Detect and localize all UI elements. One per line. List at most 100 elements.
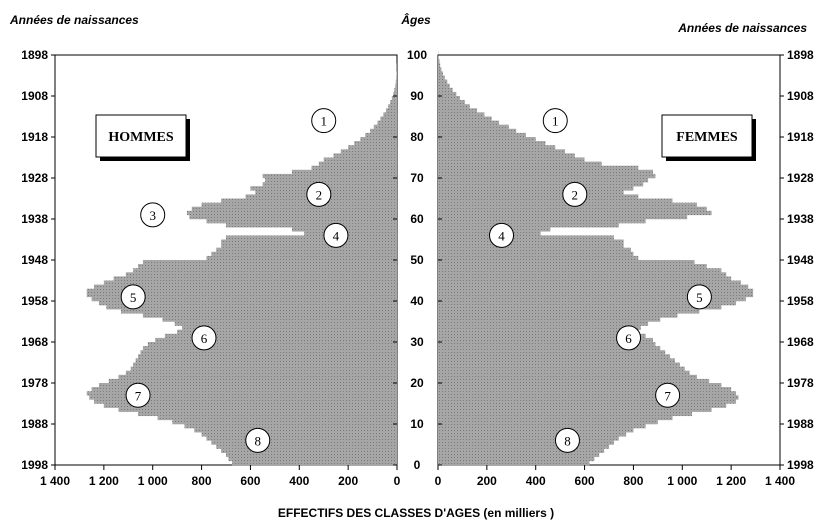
bar-female-age-53 xyxy=(438,243,624,248)
year-tick-label-right: 1978 xyxy=(787,376,814,390)
year-tick-label-right: 1958 xyxy=(787,294,814,308)
bar-female-age-24 xyxy=(438,362,680,367)
bar-male-age-61 xyxy=(186,210,397,216)
bar-female-age-55 xyxy=(438,235,614,240)
year-tick-label-left: 1898 xyxy=(21,48,48,62)
x-tick-label-right: 400 xyxy=(526,474,546,488)
bar-female-age-51 xyxy=(438,251,634,257)
year-tick-label-left: 1928 xyxy=(21,171,48,185)
bar-female-age-74 xyxy=(438,157,585,162)
bar-male-age-60 xyxy=(189,214,397,220)
bar-male-age-40 xyxy=(91,296,398,302)
bar-male-age-9 xyxy=(184,424,397,429)
bar-male-age-63 xyxy=(201,202,397,207)
bar-female-age-36 xyxy=(438,313,678,318)
bar-male-age-30 xyxy=(155,337,397,343)
age-tick-label: 90 xyxy=(410,89,424,103)
bar-male-age-35 xyxy=(162,317,397,322)
annotation-circle-male-4 xyxy=(323,222,349,248)
annotation-circle-female-2 xyxy=(562,181,588,207)
year-tick-label-right: 1998 xyxy=(787,458,814,472)
bar-male-age-5 xyxy=(211,440,397,445)
year-tick-label-left: 1918 xyxy=(21,130,48,144)
bar-female-age-39 xyxy=(438,301,737,306)
bar-male-age-43 xyxy=(94,284,397,289)
bar-male-age-70 xyxy=(262,173,397,179)
bar-male-age-72 xyxy=(311,165,397,171)
bar-male-age-91 xyxy=(394,87,397,93)
bar-male-age-28 xyxy=(142,346,397,351)
bar-female-age-75 xyxy=(438,153,575,158)
bar-female-age-18 xyxy=(438,387,732,392)
female-bars xyxy=(438,50,754,466)
annotation-circle-female-1 xyxy=(542,108,568,134)
bar-female-age-62 xyxy=(438,206,707,212)
bar-female-age-81 xyxy=(438,128,517,134)
annotation-circle-male-1 xyxy=(311,108,337,134)
bar-male-age-36 xyxy=(142,313,397,318)
bar-female-age-71 xyxy=(438,169,653,175)
bar-male-age-80 xyxy=(365,132,397,138)
bar-female-age-98 xyxy=(438,59,440,64)
bar-female-age-84 xyxy=(438,116,492,121)
x-tick-label-left: 600 xyxy=(240,474,260,488)
bar-male-age-12 xyxy=(138,411,398,417)
bar-female-age-31 xyxy=(438,333,646,339)
bar-male-age-14 xyxy=(103,403,397,408)
bar-female-age-19 xyxy=(438,383,722,388)
year-tick-label-right: 1938 xyxy=(787,212,814,226)
annotation-circle-female-8 xyxy=(554,427,580,453)
bar-female-age-32 xyxy=(438,329,639,335)
bar-male-age-77 xyxy=(348,145,397,150)
bar-male-age-94 xyxy=(396,75,397,80)
bar-male-age-69 xyxy=(265,178,397,183)
age-tick-label: 60 xyxy=(410,212,424,226)
bar-female-age-45 xyxy=(438,276,732,281)
bar-male-age-73 xyxy=(318,161,397,166)
bar-female-age-95 xyxy=(438,71,443,76)
bar-female-age-92 xyxy=(438,83,450,89)
annotation-circle-male-2 xyxy=(306,181,332,207)
bar-male-age-59 xyxy=(206,219,397,224)
bar-female-age-29 xyxy=(438,342,656,347)
bar-male-age-55 xyxy=(226,235,397,240)
annotation-label-female-8: 8 xyxy=(564,433,571,448)
bar-female-age-80 xyxy=(438,132,526,138)
bar-male-age-84 xyxy=(380,116,397,121)
bar-male-age-3 xyxy=(221,448,397,453)
bar-male-age-34 xyxy=(174,321,397,326)
annotation-label-male-1: 1 xyxy=(320,114,327,129)
year-tick-label-right: 1908 xyxy=(787,89,814,103)
bar-female-age-88 xyxy=(438,100,465,105)
annotation-label-male-7: 7 xyxy=(135,388,142,403)
bar-male-age-8 xyxy=(194,428,397,433)
bar-male-age-75 xyxy=(333,153,397,158)
bar-female-age-4 xyxy=(438,444,609,449)
bar-male-age-83 xyxy=(377,120,397,125)
bar-male-age-78 xyxy=(354,141,397,146)
bar-male-age-42 xyxy=(86,288,397,294)
bar-female-age-40 xyxy=(438,296,746,302)
bar-female-age-60 xyxy=(438,214,688,220)
year-tick-label-left: 1938 xyxy=(21,212,48,226)
bar-female-age-27 xyxy=(438,350,666,355)
x-tick-label-right: 1 200 xyxy=(716,474,746,488)
annotation-circle-female-7 xyxy=(655,382,681,408)
bar-female-age-17 xyxy=(438,391,737,396)
x-tick-label-left: 0 xyxy=(394,474,401,488)
bar-female-age-35 xyxy=(438,317,661,322)
bar-female-age-28 xyxy=(438,346,661,351)
bar-male-age-48 xyxy=(138,264,398,269)
axis-ticks xyxy=(51,54,784,470)
bar-male-age-22 xyxy=(125,370,397,376)
bar-male-age-20 xyxy=(108,378,397,384)
bar-female-age-34 xyxy=(438,321,649,326)
x-tick-label-left: 800 xyxy=(192,474,212,488)
bar-female-age-82 xyxy=(438,124,509,130)
bar-female-age-83 xyxy=(438,120,500,125)
bar-male-age-53 xyxy=(221,243,397,248)
bar-male-age-56 xyxy=(304,231,397,236)
bar-female-age-49 xyxy=(438,260,695,265)
bar-female-age-23 xyxy=(438,366,685,371)
male-panel-label-box: HOMMES xyxy=(95,114,190,161)
